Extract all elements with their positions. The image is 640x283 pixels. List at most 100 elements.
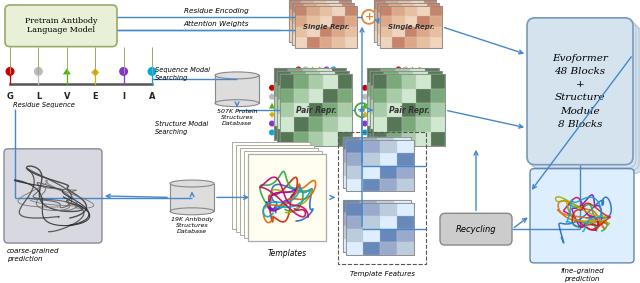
Bar <box>387 132 402 146</box>
Bar <box>414 34 427 45</box>
Bar <box>274 68 289 83</box>
Bar <box>429 6 442 16</box>
Text: prediction: prediction <box>7 256 42 262</box>
Bar <box>374 0 436 42</box>
Text: +: + <box>364 12 374 22</box>
Ellipse shape <box>215 100 259 107</box>
Bar <box>277 71 349 143</box>
Text: G: G <box>6 92 13 101</box>
Bar <box>380 153 397 166</box>
Bar <box>343 239 360 252</box>
Bar <box>323 103 338 117</box>
Bar <box>367 111 381 126</box>
Bar <box>431 117 445 132</box>
Bar <box>413 86 428 100</box>
Bar <box>363 166 380 179</box>
Bar <box>280 89 294 103</box>
Bar <box>428 128 442 143</box>
Bar <box>317 111 332 126</box>
Bar <box>370 71 385 86</box>
Bar <box>277 71 291 86</box>
Circle shape <box>34 67 43 76</box>
Bar <box>394 175 411 188</box>
Bar <box>332 83 346 97</box>
Bar <box>294 103 308 117</box>
Bar <box>346 242 363 255</box>
Bar <box>397 203 414 216</box>
Bar <box>274 126 289 140</box>
Polygon shape <box>92 68 99 76</box>
Circle shape <box>147 67 157 76</box>
Text: Residue Encoding: Residue Encoding <box>184 8 248 14</box>
Bar <box>385 128 399 143</box>
FancyBboxPatch shape <box>527 18 633 165</box>
FancyBboxPatch shape <box>4 149 102 243</box>
Bar <box>289 0 301 10</box>
Bar <box>342 34 354 45</box>
Bar <box>399 21 412 31</box>
Bar <box>374 0 387 10</box>
Bar <box>343 150 360 163</box>
Bar <box>280 74 352 146</box>
Bar <box>377 213 394 226</box>
Bar <box>307 6 320 16</box>
Circle shape <box>312 0 319 5</box>
Bar <box>306 86 320 100</box>
Bar <box>367 126 381 140</box>
Bar <box>427 34 439 45</box>
Text: Single Repr.: Single Repr. <box>388 24 435 30</box>
Bar <box>323 132 338 146</box>
Bar <box>291 71 306 86</box>
Bar <box>402 117 416 132</box>
Bar <box>292 3 354 45</box>
Bar <box>320 37 332 48</box>
Bar <box>424 126 439 140</box>
Bar <box>346 179 363 192</box>
Bar <box>377 226 394 239</box>
Bar <box>363 229 380 242</box>
Bar <box>289 10 301 21</box>
Text: 507K Protein
Structures
Database: 507K Protein Structures Database <box>217 109 257 126</box>
Bar <box>344 16 357 27</box>
Bar <box>405 16 417 27</box>
Bar <box>387 103 402 117</box>
Bar <box>339 21 351 31</box>
Bar <box>394 137 411 150</box>
Bar <box>320 128 335 143</box>
Bar <box>373 89 387 103</box>
Bar <box>377 13 389 24</box>
Bar <box>329 34 342 45</box>
Bar <box>346 166 363 179</box>
Bar <box>402 3 414 13</box>
Bar <box>342 3 354 13</box>
Bar <box>413 100 428 114</box>
Bar <box>416 117 431 132</box>
Bar <box>417 6 429 16</box>
Bar <box>385 71 399 86</box>
Bar <box>326 31 339 42</box>
Bar <box>385 114 399 128</box>
Bar <box>292 24 305 34</box>
Bar <box>326 21 339 31</box>
Bar <box>381 68 396 83</box>
Bar <box>410 97 424 111</box>
Bar <box>303 126 317 140</box>
Bar <box>292 3 354 45</box>
Circle shape <box>362 10 376 24</box>
Bar <box>417 37 429 48</box>
Circle shape <box>340 0 346 5</box>
Bar <box>301 0 314 10</box>
Bar <box>295 37 307 48</box>
Bar <box>314 21 326 31</box>
Circle shape <box>305 0 312 5</box>
Circle shape <box>362 129 368 135</box>
Bar <box>342 24 354 34</box>
Bar <box>394 200 411 213</box>
Text: Single Repr.: Single Repr. <box>303 24 349 30</box>
Bar <box>303 83 317 97</box>
Bar <box>320 100 335 114</box>
Bar <box>385 86 399 100</box>
Bar <box>307 16 320 27</box>
Bar <box>396 111 410 126</box>
Bar <box>317 13 329 24</box>
